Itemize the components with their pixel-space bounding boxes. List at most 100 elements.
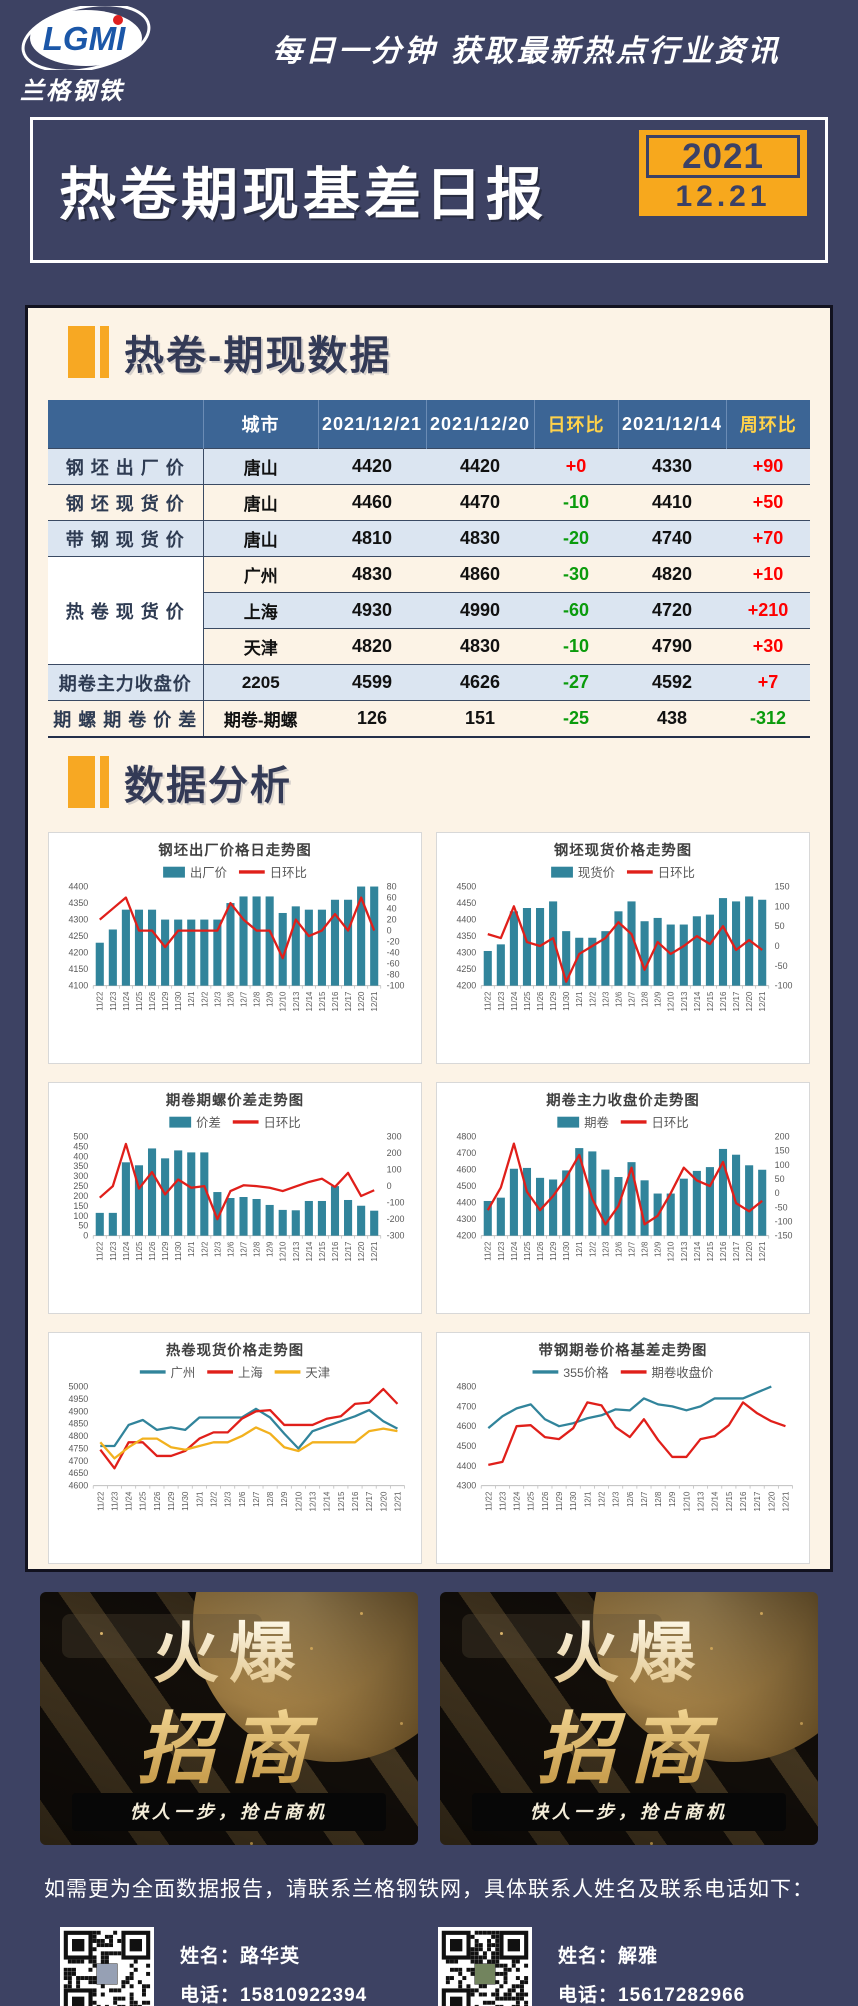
svg-text:11/26: 11/26 bbox=[536, 991, 545, 1011]
svg-text:4400: 4400 bbox=[456, 1198, 476, 1208]
svg-text:12/13: 12/13 bbox=[309, 1491, 318, 1511]
table-row: 期卷主力收盘价 2205 4599 4626 -27 4592 +7 bbox=[48, 664, 810, 701]
table-cell-d20: 4860 bbox=[426, 556, 534, 593]
svg-text:4600: 4600 bbox=[456, 1165, 476, 1175]
svg-text:11/29: 11/29 bbox=[161, 1241, 170, 1261]
promo-headline: 火爆 bbox=[440, 1600, 818, 1696]
table-row: 钢 坯 现 货 价唐山 4460 4470 -10 4410 +50 bbox=[48, 484, 810, 521]
svg-text:0: 0 bbox=[775, 1188, 780, 1198]
promo-row: 火爆 招商 快人一步，抢占商机 火爆 招商 快人一步，抢占商机 bbox=[40, 1592, 818, 1845]
table-cell-city: 天津 bbox=[203, 628, 318, 665]
section-title-data: 热卷-期现数据 bbox=[124, 334, 392, 378]
qr-code bbox=[60, 1927, 154, 2006]
svg-text:4350: 4350 bbox=[68, 898, 88, 908]
svg-text:12/10: 12/10 bbox=[279, 991, 288, 1011]
table-cell-d20: 4626 bbox=[426, 664, 534, 701]
svg-text:4850: 4850 bbox=[68, 1419, 88, 1429]
svg-text:12/21: 12/21 bbox=[393, 1491, 402, 1511]
table-cell-wow: -312 bbox=[726, 700, 810, 737]
table-cell-dod: -20 bbox=[534, 520, 618, 557]
svg-text:50: 50 bbox=[775, 1174, 785, 1184]
svg-text:12/21: 12/21 bbox=[758, 991, 767, 1011]
svg-text:11/23: 11/23 bbox=[497, 991, 506, 1011]
svg-text:11/29: 11/29 bbox=[549, 1241, 558, 1261]
logo-caption: 兰格钢铁 bbox=[20, 76, 124, 105]
section-header-data: 热卷-期现数据 bbox=[68, 324, 830, 380]
svg-text:4300: 4300 bbox=[68, 915, 88, 925]
svg-text:12/17: 12/17 bbox=[365, 1492, 374, 1512]
svg-text:12/8: 12/8 bbox=[253, 1241, 262, 1257]
svg-text:11/22: 11/22 bbox=[484, 1242, 493, 1261]
svg-text:4500: 4500 bbox=[456, 882, 476, 892]
price-table: 城市 2021/12/21 2021/12/20 日环比 2021/12/14 周环比钢 … bbox=[48, 400, 810, 738]
table-cell-d14: 4790 bbox=[618, 628, 726, 665]
svg-text:4200: 4200 bbox=[456, 981, 476, 991]
svg-text:4350: 4350 bbox=[456, 931, 476, 941]
svg-text:12/21: 12/21 bbox=[781, 1491, 790, 1511]
svg-text:12/10: 12/10 bbox=[682, 1491, 691, 1511]
header: LGMI 兰格钢铁 每日一分钟 获取最新热点行业资讯 bbox=[0, 0, 858, 105]
svg-text:12/7: 12/7 bbox=[239, 1242, 248, 1257]
svg-text:12/9: 12/9 bbox=[266, 1241, 275, 1257]
svg-text:100: 100 bbox=[73, 1211, 88, 1221]
svg-text:11/30: 11/30 bbox=[174, 1241, 183, 1261]
svg-text:11/24: 11/24 bbox=[510, 1241, 519, 1261]
svg-text:12/8: 12/8 bbox=[654, 1491, 663, 1507]
svg-text:12/3: 12/3 bbox=[601, 991, 610, 1007]
promo-subheadline: 招商 bbox=[40, 1687, 418, 1799]
svg-text:4500: 4500 bbox=[456, 1181, 476, 1191]
date-year: 2021 bbox=[646, 135, 800, 178]
table-cell-wow: +7 bbox=[726, 664, 810, 701]
svg-text:12/15: 12/15 bbox=[337, 1491, 346, 1511]
row-label-cell: 期 螺 期 卷 价 差 bbox=[48, 700, 204, 737]
svg-text:12/7: 12/7 bbox=[627, 992, 636, 1007]
chart-panel: 钢坯现货价格走势图 现货价 日环比 4200 4250 4300 4350 4400 4450 4… bbox=[436, 832, 810, 1064]
svg-text:40: 40 bbox=[387, 904, 397, 914]
contact-name: 姓名：解雅 bbox=[558, 1946, 659, 1967]
svg-text:12/14: 12/14 bbox=[305, 991, 314, 1011]
svg-text:12/13: 12/13 bbox=[680, 1241, 689, 1261]
svg-text:11/30: 11/30 bbox=[562, 991, 571, 1011]
svg-text:11/26: 11/26 bbox=[153, 1491, 162, 1511]
svg-text:11/26: 11/26 bbox=[148, 1241, 157, 1261]
svg-text:12/10: 12/10 bbox=[667, 991, 676, 1011]
footer-notice: 如需更为全面数据报告，请联系兰格钢铁网，具体联系人姓名及联系电话如下： bbox=[44, 1877, 814, 1901]
svg-text:-200: -200 bbox=[387, 1214, 405, 1224]
svg-text:11/25: 11/25 bbox=[135, 991, 144, 1011]
svg-text:50: 50 bbox=[775, 921, 785, 931]
svg-text:期卷: 期卷 bbox=[584, 1115, 609, 1130]
svg-text:12/15: 12/15 bbox=[318, 1241, 327, 1261]
contact-phone: 电话：15810922394 bbox=[180, 1985, 368, 2006]
svg-text:12/6: 12/6 bbox=[226, 1241, 235, 1257]
svg-text:11/25: 11/25 bbox=[527, 1491, 536, 1511]
svg-text:200: 200 bbox=[387, 1148, 402, 1158]
svg-text:11/22: 11/22 bbox=[96, 1242, 105, 1261]
svg-text:期卷期螺价差走势图: 期卷期螺价差走势图 bbox=[166, 1091, 304, 1109]
table-cell-d14: 4740 bbox=[618, 520, 726, 557]
svg-text:12/9: 12/9 bbox=[654, 991, 663, 1007]
table-cell-d20: 4830 bbox=[426, 520, 534, 557]
contact-block: 姓名：解雅 电话：15617282966 bbox=[438, 1927, 798, 2006]
svg-text:热卷现货价格走势图: 热卷现货价格走势图 bbox=[166, 1341, 304, 1359]
svg-text:12/8: 12/8 bbox=[641, 1241, 650, 1257]
table-cell-d21: 4810 bbox=[318, 520, 426, 557]
svg-text:250: 250 bbox=[73, 1181, 88, 1191]
svg-text:-100: -100 bbox=[775, 981, 793, 991]
svg-text:4750: 4750 bbox=[68, 1443, 88, 1453]
table-row: 热 卷 现 货 价广州 4830 4860 -30 4820 +10 bbox=[48, 556, 810, 665]
svg-text:-100: -100 bbox=[775, 1216, 793, 1226]
column-header: 2021/12/14 bbox=[617, 400, 726, 449]
promo-slogan: 快人一步，抢占商机 bbox=[472, 1793, 786, 1831]
table-cell-wow: +90 bbox=[726, 448, 810, 485]
svg-text:200: 200 bbox=[775, 1132, 790, 1142]
svg-text:4400: 4400 bbox=[68, 882, 88, 892]
contact-block: 姓名：路华英 电话：15810922394 bbox=[60, 1927, 420, 2006]
svg-text:12/17: 12/17 bbox=[344, 992, 353, 1012]
svg-text:4800: 4800 bbox=[456, 1132, 476, 1142]
table-cell-d21: 4420 bbox=[318, 448, 426, 485]
table-cell-city: 唐山 bbox=[203, 484, 318, 521]
accent-bar-icon bbox=[68, 756, 95, 808]
svg-text:11/22: 11/22 bbox=[484, 1492, 493, 1511]
